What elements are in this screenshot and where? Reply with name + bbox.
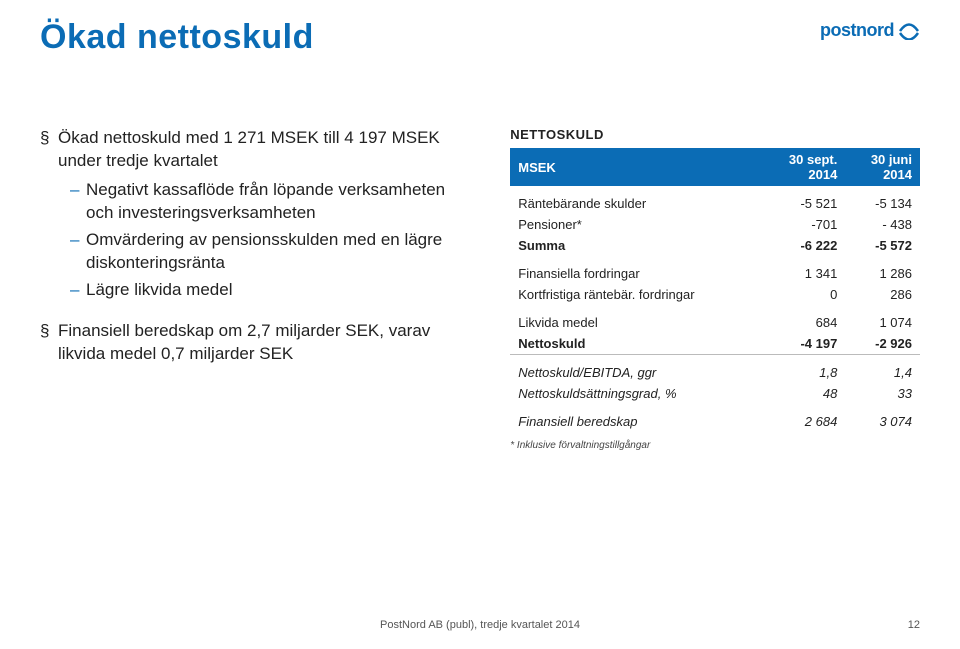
table-row: Nettoskuld -4 197 -2 926 [510,333,920,355]
sub-text: Lägre likvida medel [86,279,232,302]
sub-item: – Negativt kassaflöde från löpande verks… [70,179,470,225]
cell-value: -2 926 [845,333,920,355]
table-row: Kortfristiga räntebär. fordringar 0 286 [510,284,920,305]
sub-item: – Omvärdering av pensionsskulden med en … [70,229,470,275]
cell-value: 684 [761,305,845,333]
sub-text: Omvärdering av pensionsskulden med en lä… [86,229,470,275]
page-title: Ökad nettoskuld [40,18,920,57]
table-row: Finansiella fordringar 1 341 1 286 [510,256,920,284]
dash-icon: – [70,179,86,225]
cell-value: 286 [845,284,920,305]
cell-value: -5 521 [761,186,845,214]
cell-value: 48 [761,383,845,404]
cell-value: 1 286 [845,256,920,284]
table-row: Pensioner* -701 - 438 [510,214,920,235]
content-area: § Ökad nettoskuld med 1 271 MSEK till 4 … [40,127,920,451]
sub-text: Negativt kassaflöde från löpande verksam… [86,179,470,225]
cell-value: 1,8 [761,355,845,384]
cell-label: Finansiell beredskap [510,404,761,432]
bullet-symbol: § [40,320,58,366]
cell-value: -5 134 [845,186,920,214]
bullet-2: § Finansiell beredskap om 2,7 miljarder … [40,320,470,366]
cell-value: - 438 [845,214,920,235]
bullet-1-sublist: – Negativt kassaflöde från löpande verks… [70,179,470,302]
cell-value: -701 [761,214,845,235]
cell-value: 2 684 [761,404,845,432]
cell-label: Pensioner* [510,214,761,235]
cell-label: Nettoskuld/EBITDA, ggr [510,355,761,384]
table-header-row: MSEK 30 sept.2014 30 juni2014 [510,148,920,186]
cell-value: -6 222 [761,235,845,256]
bullet-1: § Ökad nettoskuld med 1 271 MSEK till 4 … [40,127,470,302]
table-column: NETTOSKULD MSEK 30 sept.2014 30 juni2014 [510,127,920,451]
sub-item: – Lägre likvida medel [70,279,470,302]
cell-label: Summa [510,235,761,256]
bullets-column: § Ökad nettoskuld med 1 271 MSEK till 4 … [40,127,470,451]
postnord-logo: postnord [820,20,920,41]
cell-value: -5 572 [845,235,920,256]
dash-icon: – [70,279,86,302]
cell-label: Likvida medel [510,305,761,333]
table-row: Finansiell beredskap 2 684 3 074 [510,404,920,432]
footer-text: PostNord AB (publ), tredje kvartalet 201… [0,619,960,631]
cell-label: Nettoskuldsättningsgrad, % [510,383,761,404]
table-row: Nettoskuld/EBITDA, ggr 1,8 1,4 [510,355,920,384]
table-footnote: * Inklusive förvaltningstillgångar [510,440,920,451]
table-row: Nettoskuldsättningsgrad, % 48 33 [510,383,920,404]
page-number: 12 [908,619,920,631]
bullet-text: Finansiell beredskap om 2,7 miljarder SE… [58,320,470,366]
cell-label: Nettoskuld [510,333,761,355]
col-header-2: 30 juni2014 [845,148,920,186]
dash-icon: – [70,229,86,275]
table-row: Summa -6 222 -5 572 [510,235,920,256]
cell-value: 1,4 [845,355,920,384]
col-header-label: MSEK [510,148,761,186]
table-title: NETTOSKULD [510,127,920,142]
col-header-1: 30 sept.2014 [761,148,845,186]
logo-text: postnord [820,20,894,41]
cell-value: 0 [761,284,845,305]
cell-label: Räntebärande skulder [510,186,761,214]
nettoskuld-table: MSEK 30 sept.2014 30 juni2014 Räntebäran… [510,148,920,432]
cell-value: 3 074 [845,404,920,432]
table-row: Likvida medel 684 1 074 [510,305,920,333]
logo-icon [898,22,920,40]
bullet-symbol: § [40,127,58,173]
bullet-text: Ökad nettoskuld med 1 271 MSEK till 4 19… [58,127,470,173]
cell-label: Finansiella fordringar [510,256,761,284]
cell-value: -4 197 [761,333,845,355]
cell-label: Kortfristiga räntebär. fordringar [510,284,761,305]
cell-value: 1 341 [761,256,845,284]
cell-value: 33 [845,383,920,404]
table-row: Räntebärande skulder -5 521 -5 134 [510,186,920,214]
cell-value: 1 074 [845,305,920,333]
